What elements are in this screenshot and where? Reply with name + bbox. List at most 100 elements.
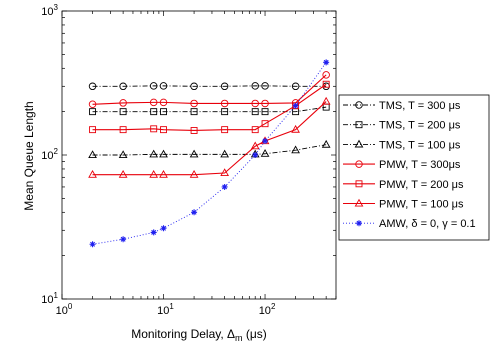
series-3-point bbox=[321, 139, 331, 148]
series-5-point bbox=[150, 125, 158, 133]
x-tick-label: 102 bbox=[259, 302, 276, 317]
series-3-point-shape bbox=[220, 149, 230, 158]
series-6-point bbox=[118, 169, 128, 178]
series-3-point-shape bbox=[291, 145, 300, 154]
series-3-point-shape bbox=[88, 150, 97, 159]
series-4-point bbox=[261, 99, 269, 108]
series-1-point bbox=[88, 82, 97, 91]
series-6-point-shape bbox=[321, 96, 331, 105]
series-2-point bbox=[261, 108, 269, 116]
series-7-point-shape bbox=[160, 225, 167, 232]
series-1-point-shape bbox=[251, 82, 259, 90]
series-4-point-shape bbox=[88, 100, 97, 109]
series-1-point bbox=[119, 82, 127, 91]
series-3-point bbox=[189, 149, 199, 158]
series-2-point-shape bbox=[251, 108, 259, 116]
series-2-point-shape bbox=[119, 108, 127, 116]
series-7-line bbox=[92, 62, 327, 245]
series-7-point bbox=[150, 229, 157, 236]
legend-marker-3-shape bbox=[354, 139, 364, 148]
series-7-point-shape bbox=[323, 59, 330, 66]
series-1-point bbox=[149, 82, 158, 90]
series-3-point bbox=[88, 150, 97, 159]
plot-layer bbox=[88, 59, 331, 248]
series-7-point-shape bbox=[89, 241, 96, 248]
legend-marker-6 bbox=[354, 198, 364, 207]
series-1-point-shape bbox=[261, 82, 269, 90]
legend-label-6: PMW, T = 100 μs bbox=[379, 199, 464, 211]
series-4-point bbox=[220, 99, 229, 108]
series-5-point-shape bbox=[251, 126, 259, 134]
legend-marker-6-shape bbox=[354, 198, 364, 207]
series-2-point-shape bbox=[221, 108, 229, 116]
series-6-point bbox=[250, 141, 260, 150]
legend-marker-4-shape bbox=[355, 160, 363, 168]
legend-label-1: TMS, T = 300 μs bbox=[379, 100, 461, 112]
x-tick-label: 101 bbox=[157, 302, 174, 317]
series-4-point bbox=[159, 98, 168, 107]
series-1-point-shape bbox=[190, 82, 198, 91]
series-7-point-shape bbox=[252, 152, 259, 158]
y-tick-label: 102 bbox=[41, 147, 58, 162]
series-6-point-shape bbox=[118, 169, 128, 178]
series-3-point-shape bbox=[118, 150, 128, 159]
series-6-point bbox=[159, 169, 168, 178]
series-3-point-shape bbox=[260, 149, 270, 157]
series-3-point bbox=[149, 149, 159, 158]
series-5-line bbox=[92, 83, 327, 132]
series-5-point-shape bbox=[119, 126, 127, 134]
series-7-point-shape bbox=[150, 229, 157, 236]
legend-marker-5-shape bbox=[355, 180, 363, 188]
series-6-point-shape bbox=[220, 168, 230, 177]
series-2-point bbox=[119, 108, 127, 116]
legend-marker-7 bbox=[356, 220, 362, 227]
series-4-point bbox=[149, 98, 158, 107]
series-7-point bbox=[262, 138, 269, 145]
series-4-point bbox=[251, 99, 259, 108]
series-2-point-shape bbox=[190, 108, 198, 116]
series-2-point-shape bbox=[89, 108, 97, 116]
series-4-point-shape bbox=[149, 98, 158, 107]
legend-marker-5 bbox=[355, 180, 363, 188]
y-tick-label: 101 bbox=[41, 291, 58, 306]
series-5-point bbox=[89, 126, 97, 134]
series-3-point bbox=[118, 150, 128, 159]
series-2-point-shape bbox=[150, 108, 158, 116]
series-6-point bbox=[189, 169, 199, 178]
legend-marker-2-shape bbox=[355, 121, 363, 129]
y-tick-label: 103 bbox=[41, 3, 58, 18]
series-4-line bbox=[92, 74, 327, 105]
series-7-point bbox=[323, 59, 330, 66]
series-2-point-shape bbox=[261, 108, 269, 116]
legend: TMS, T = 300 μs TMS, T = 200 μs TMS, T = 1… bbox=[338, 94, 490, 241]
legend-label-3: TMS, T = 100 μs bbox=[379, 139, 461, 151]
series-2-point bbox=[89, 108, 97, 116]
series-1-point bbox=[261, 82, 269, 90]
series-1-point bbox=[291, 82, 300, 91]
x-tick-label: 100 bbox=[56, 302, 73, 317]
series-2-line bbox=[92, 106, 327, 113]
legend-marker-1 bbox=[355, 101, 363, 109]
series-5-point bbox=[119, 126, 127, 134]
series-5-point-shape bbox=[89, 126, 97, 134]
series-2-point-shape bbox=[160, 108, 167, 116]
series-1-point bbox=[190, 82, 198, 91]
series-5-point-shape bbox=[221, 126, 229, 134]
x-axis-label: Monitoring Delay, Δm (μs) bbox=[131, 327, 267, 343]
series-3-point bbox=[260, 149, 270, 157]
series-1-point bbox=[220, 82, 229, 91]
series-2-point bbox=[221, 108, 229, 116]
series-7-point-shape bbox=[262, 138, 269, 145]
series-2-point bbox=[251, 108, 259, 116]
series-6-point bbox=[321, 96, 331, 105]
legend-label-2: TMS, T = 200 μs bbox=[379, 120, 461, 132]
series-5-point bbox=[190, 127, 198, 134]
series-5-point-shape bbox=[150, 125, 158, 133]
series-1-point-shape bbox=[291, 82, 300, 91]
legend-box bbox=[338, 94, 490, 241]
y-axis-label: Mean Queue Length bbox=[22, 101, 36, 210]
series-4-point bbox=[190, 99, 198, 108]
series-3-line bbox=[92, 144, 327, 156]
series-4-point-shape bbox=[119, 99, 127, 107]
